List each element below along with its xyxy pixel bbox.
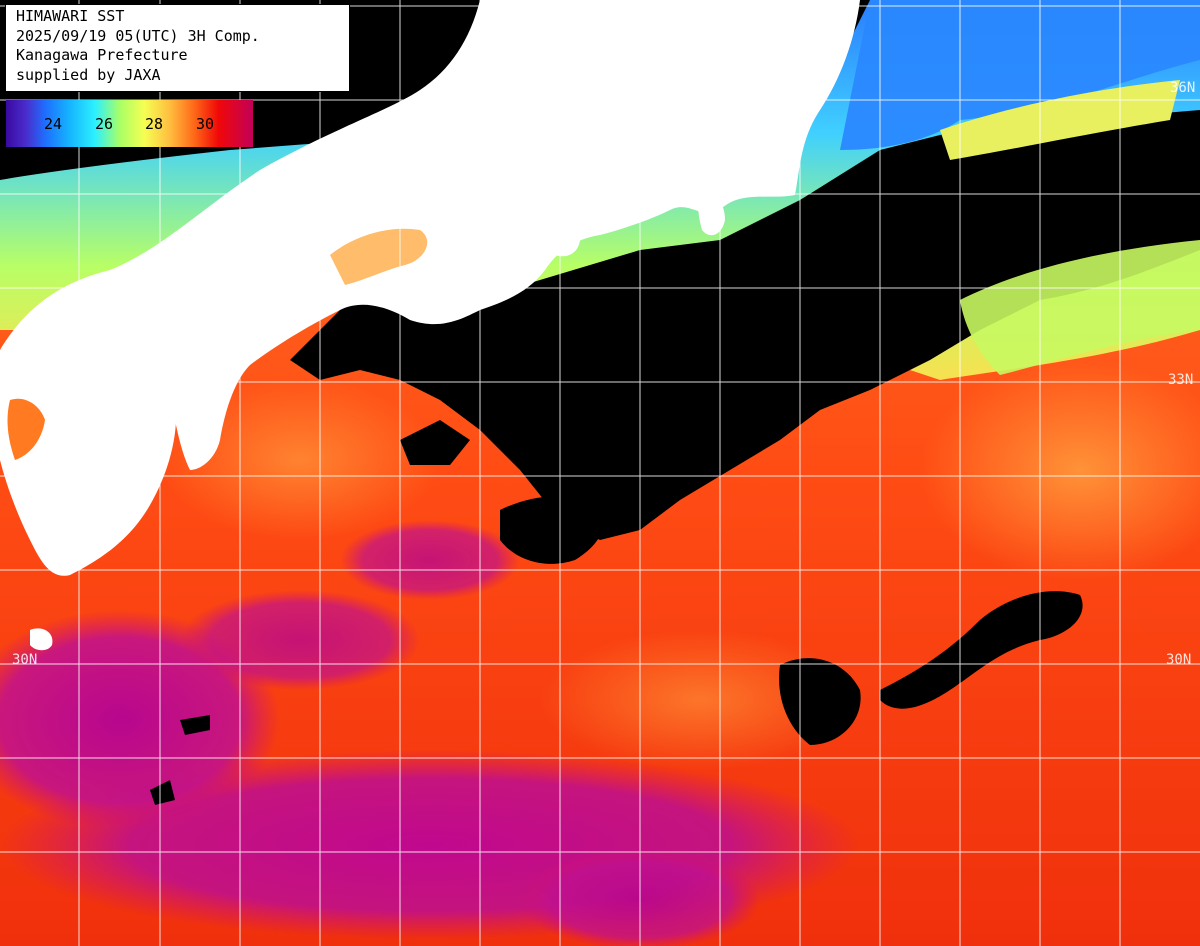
cool-patch: [960, 240, 1200, 375]
colorbar-tick: 28: [145, 115, 164, 133]
lat-label-30n-right: 30N: [1166, 652, 1192, 668]
lat-label-33n-left: 33N: [12, 372, 38, 388]
hot-pool: [180, 590, 420, 690]
product-title: HIMAWARI SST: [16, 7, 125, 25]
lat-label-30n-left: 30N: [12, 652, 38, 668]
credit-label: supplied by JAXA: [16, 65, 161, 84]
temperature-colorbar: 24 26 28 30: [6, 100, 253, 147]
colorbar-tick: 24: [44, 115, 63, 133]
cloud-mask-small: [150, 420, 470, 805]
warm-patch: [920, 360, 1200, 580]
colorbar-tick: 26: [95, 115, 114, 133]
cloud-mask-center: [500, 495, 604, 564]
coastal-fringe: [330, 228, 428, 285]
region-label: Kanagawa Prefecture: [16, 46, 188, 64]
cloud-mask-north: [0, 0, 1200, 540]
timestamp: 2025/09/19 05(UTC) 3H Comp.: [16, 26, 260, 45]
hot-pool: [340, 520, 520, 600]
lat-label-33n-right: 33N: [1168, 372, 1194, 388]
warm-patch: [160, 380, 440, 540]
cloud-mask-southeast: [779, 591, 1083, 745]
land-honshu: [0, 0, 860, 470]
land-kyushu: [0, 342, 177, 576]
cold-region-northeast: [840, 0, 1200, 150]
colorbar-tick: 30: [196, 115, 215, 133]
land-kii-peninsula: [543, 199, 581, 257]
coastal-fringe: [7, 398, 45, 460]
info-panel: HIMAWARI SST 2025/09/19 05(UTC) 3H Comp.…: [5, 4, 350, 92]
land-izu-peninsula: [698, 193, 725, 236]
lat-label-36n-right: 36N: [1170, 80, 1196, 96]
